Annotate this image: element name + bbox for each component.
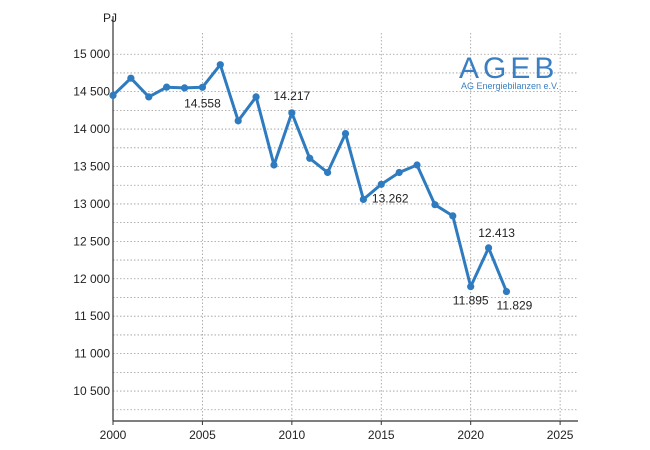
data-point [109, 91, 117, 99]
series-line [109, 61, 511, 296]
data-point [484, 244, 493, 252]
data-point [198, 83, 207, 91]
data-point [467, 283, 475, 291]
y-tick-label: 10 500 [73, 384, 110, 398]
data-point [341, 129, 350, 138]
x-tick-label: 2015 [368, 428, 395, 442]
data-point [145, 93, 153, 101]
ageb-logo: AGEB AG Energiebilanzen e.V. [459, 52, 559, 91]
y-tick-label: 12 000 [73, 272, 110, 286]
data-point [359, 195, 367, 204]
x-tick-label: 2000 [100, 428, 127, 442]
data-point [502, 287, 511, 296]
data-label: 11.895 [453, 294, 489, 308]
y-tick-label: 11 500 [74, 309, 110, 323]
x-tick-label: 2005 [189, 428, 216, 442]
data-point [449, 212, 457, 220]
y-tick-label: 11 000 [74, 347, 110, 361]
grid-lines [113, 33, 578, 421]
y-axis-unit-label: PJ [103, 11, 117, 25]
data-point [270, 161, 278, 169]
x-tick-label: 2025 [547, 428, 574, 442]
data-point [377, 180, 385, 188]
data-point [413, 161, 421, 169]
data-point [252, 93, 260, 101]
x-tick-labels: 2000 2005 2010 2015 2020 2025 [100, 421, 574, 442]
data-point [324, 168, 332, 177]
data-label: 14.217 [273, 89, 310, 103]
y-tick-label: 13 000 [73, 197, 110, 211]
axes [112, 16, 578, 422]
data-label: 11.829 [497, 299, 533, 313]
data-point [288, 109, 296, 117]
data-point [163, 83, 171, 91]
data-point [216, 61, 224, 69]
y-tick-labels: 10 500 11 000 11 500 12 000 12 500 13 000 13 5… [73, 47, 110, 398]
y-tick-label: 14 000 [73, 122, 110, 136]
data-label: 14.558 [184, 96, 221, 110]
logo-subtitle: AG Energiebilanzen e.V. [461, 81, 559, 91]
data-point [431, 201, 439, 209]
y-tick-label: 14 500 [73, 85, 110, 99]
data-point [234, 117, 242, 125]
x-tick-label: 2010 [278, 428, 305, 442]
data-label: 13.262 [372, 191, 409, 205]
y-tick-label: 13 500 [73, 160, 110, 174]
logo-wordmark: AGEB [459, 52, 558, 85]
data-labels: 14.558 14.217 13.262 11.895 12.413 11.829 [184, 89, 533, 313]
data-point [127, 74, 135, 82]
y-tick-label: 15 000 [73, 47, 110, 61]
data-point [395, 168, 403, 177]
data-point [306, 154, 314, 162]
y-tick-label: 12 500 [73, 234, 110, 248]
x-tick-label: 2020 [457, 428, 484, 442]
data-label: 12.413 [478, 226, 515, 240]
data-point [180, 84, 189, 92]
